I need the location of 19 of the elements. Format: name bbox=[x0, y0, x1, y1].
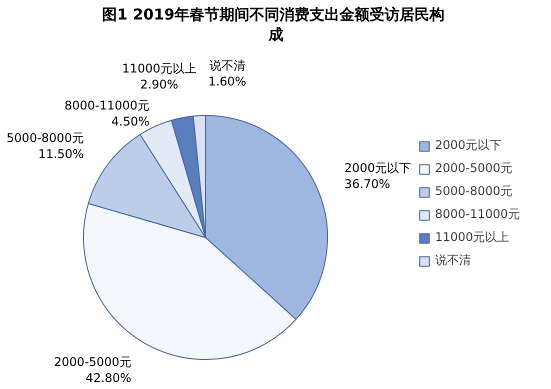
legend-label: 11000元以上 bbox=[435, 229, 510, 246]
data-label: 1.60% bbox=[208, 74, 246, 89]
data-label: 4.50% bbox=[111, 114, 150, 129]
slice-label: 11000元以上 bbox=[122, 62, 196, 76]
slice-label: 8000-11000元 bbox=[64, 98, 150, 113]
data-label: 11.50% bbox=[38, 147, 84, 162]
data-label: 36.70% bbox=[344, 176, 390, 191]
slice-label: 5000-8000元 bbox=[6, 131, 84, 146]
legend-label: 2000元以下 bbox=[435, 137, 502, 154]
legend-label: 8000-11000元 bbox=[435, 206, 520, 223]
chart-title: 图1 2019年春节期间不同消费支出金额受访居民构成 bbox=[102, 6, 445, 44]
slice-label: 说不清 bbox=[209, 58, 246, 73]
legend-label: 2000-5000元 bbox=[435, 160, 512, 177]
data-label: 42.80% bbox=[86, 371, 132, 386]
legend-label: 说不清 bbox=[435, 252, 471, 269]
legend-label: 5000-8000元 bbox=[435, 183, 512, 200]
data-label: 2.90% bbox=[140, 78, 178, 92]
slice-label: 2000元以下 bbox=[344, 160, 411, 175]
slice-label: 2000-5000元 bbox=[54, 355, 132, 370]
